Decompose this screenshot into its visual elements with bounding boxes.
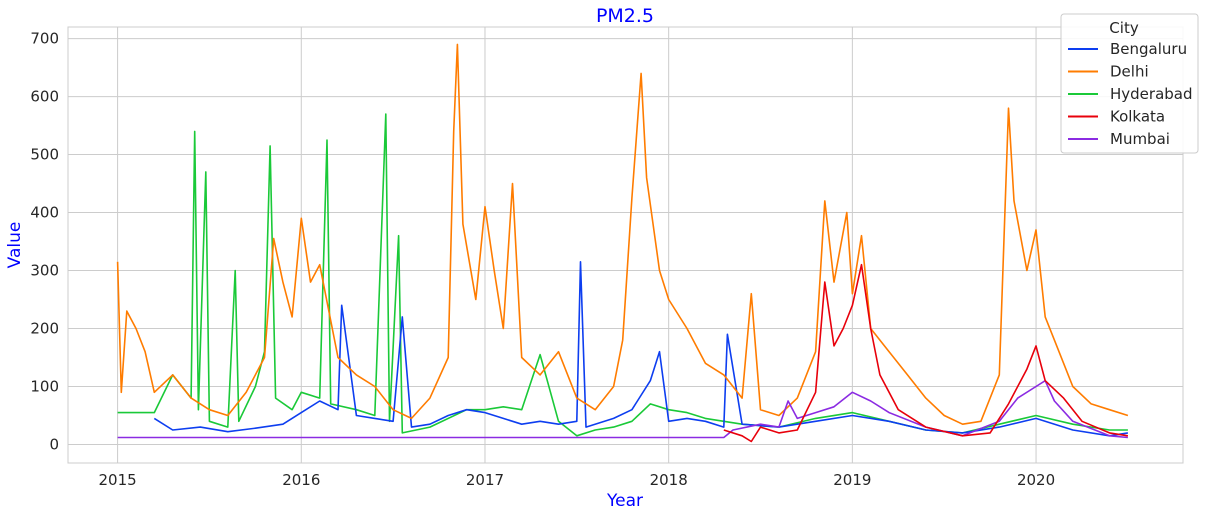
y-tick-label: 200 [30,319,59,337]
series-line-delhi [116,43,1129,425]
x-tick-label: 2019 [833,471,871,489]
x-tick-label: 2020 [1017,471,1055,489]
legend-label-mumbai: Mumbai [1110,130,1170,148]
legend-label-delhi: Delhi [1110,63,1149,81]
plot-area [67,26,1184,464]
x-axis-label: Year [606,491,643,511]
series-layer [116,43,1129,443]
x-tick-label: 2016 [282,471,320,489]
grid-layer [68,27,1183,463]
legend-entries: Bengaluru Delhi Hyderabad Kolkata Mumbai [1068,40,1193,148]
y-tick-label: 0 [49,435,59,453]
legend-label-hyderabad: Hyderabad [1110,85,1193,103]
chart-title: PM2.5 [596,5,654,27]
legend-label-kolkata: Kolkata [1110,108,1165,126]
y-tick-label: 400 [30,204,59,222]
tick-layer: 2015 2016 2017 2018 2019 2020 0 100 200 300 400 500… [30,30,1055,489]
y-tick-label: 700 [30,30,59,48]
y-tick-label: 600 [30,88,59,106]
x-tick-label: 2015 [99,471,137,489]
x-tick-label: 2018 [650,471,688,489]
y-axis-label: Value [5,222,25,269]
y-tick-label: 100 [30,377,59,395]
legend-label-bengaluru: Bengaluru [1110,40,1187,58]
series-line-hyderabad [117,113,1128,437]
series-line-kolkata [723,263,1129,443]
x-tick-label: 2017 [466,471,504,489]
legend: City Bengaluru Delhi Hyderabad Kolkata Mumba… [1060,13,1199,154]
y-tick-label: 300 [30,262,59,280]
legend-title: City [1109,19,1139,37]
series-line-bengaluru [153,261,1129,437]
series-line-mumbai [117,379,1128,439]
y-tick-label: 500 [30,146,59,164]
